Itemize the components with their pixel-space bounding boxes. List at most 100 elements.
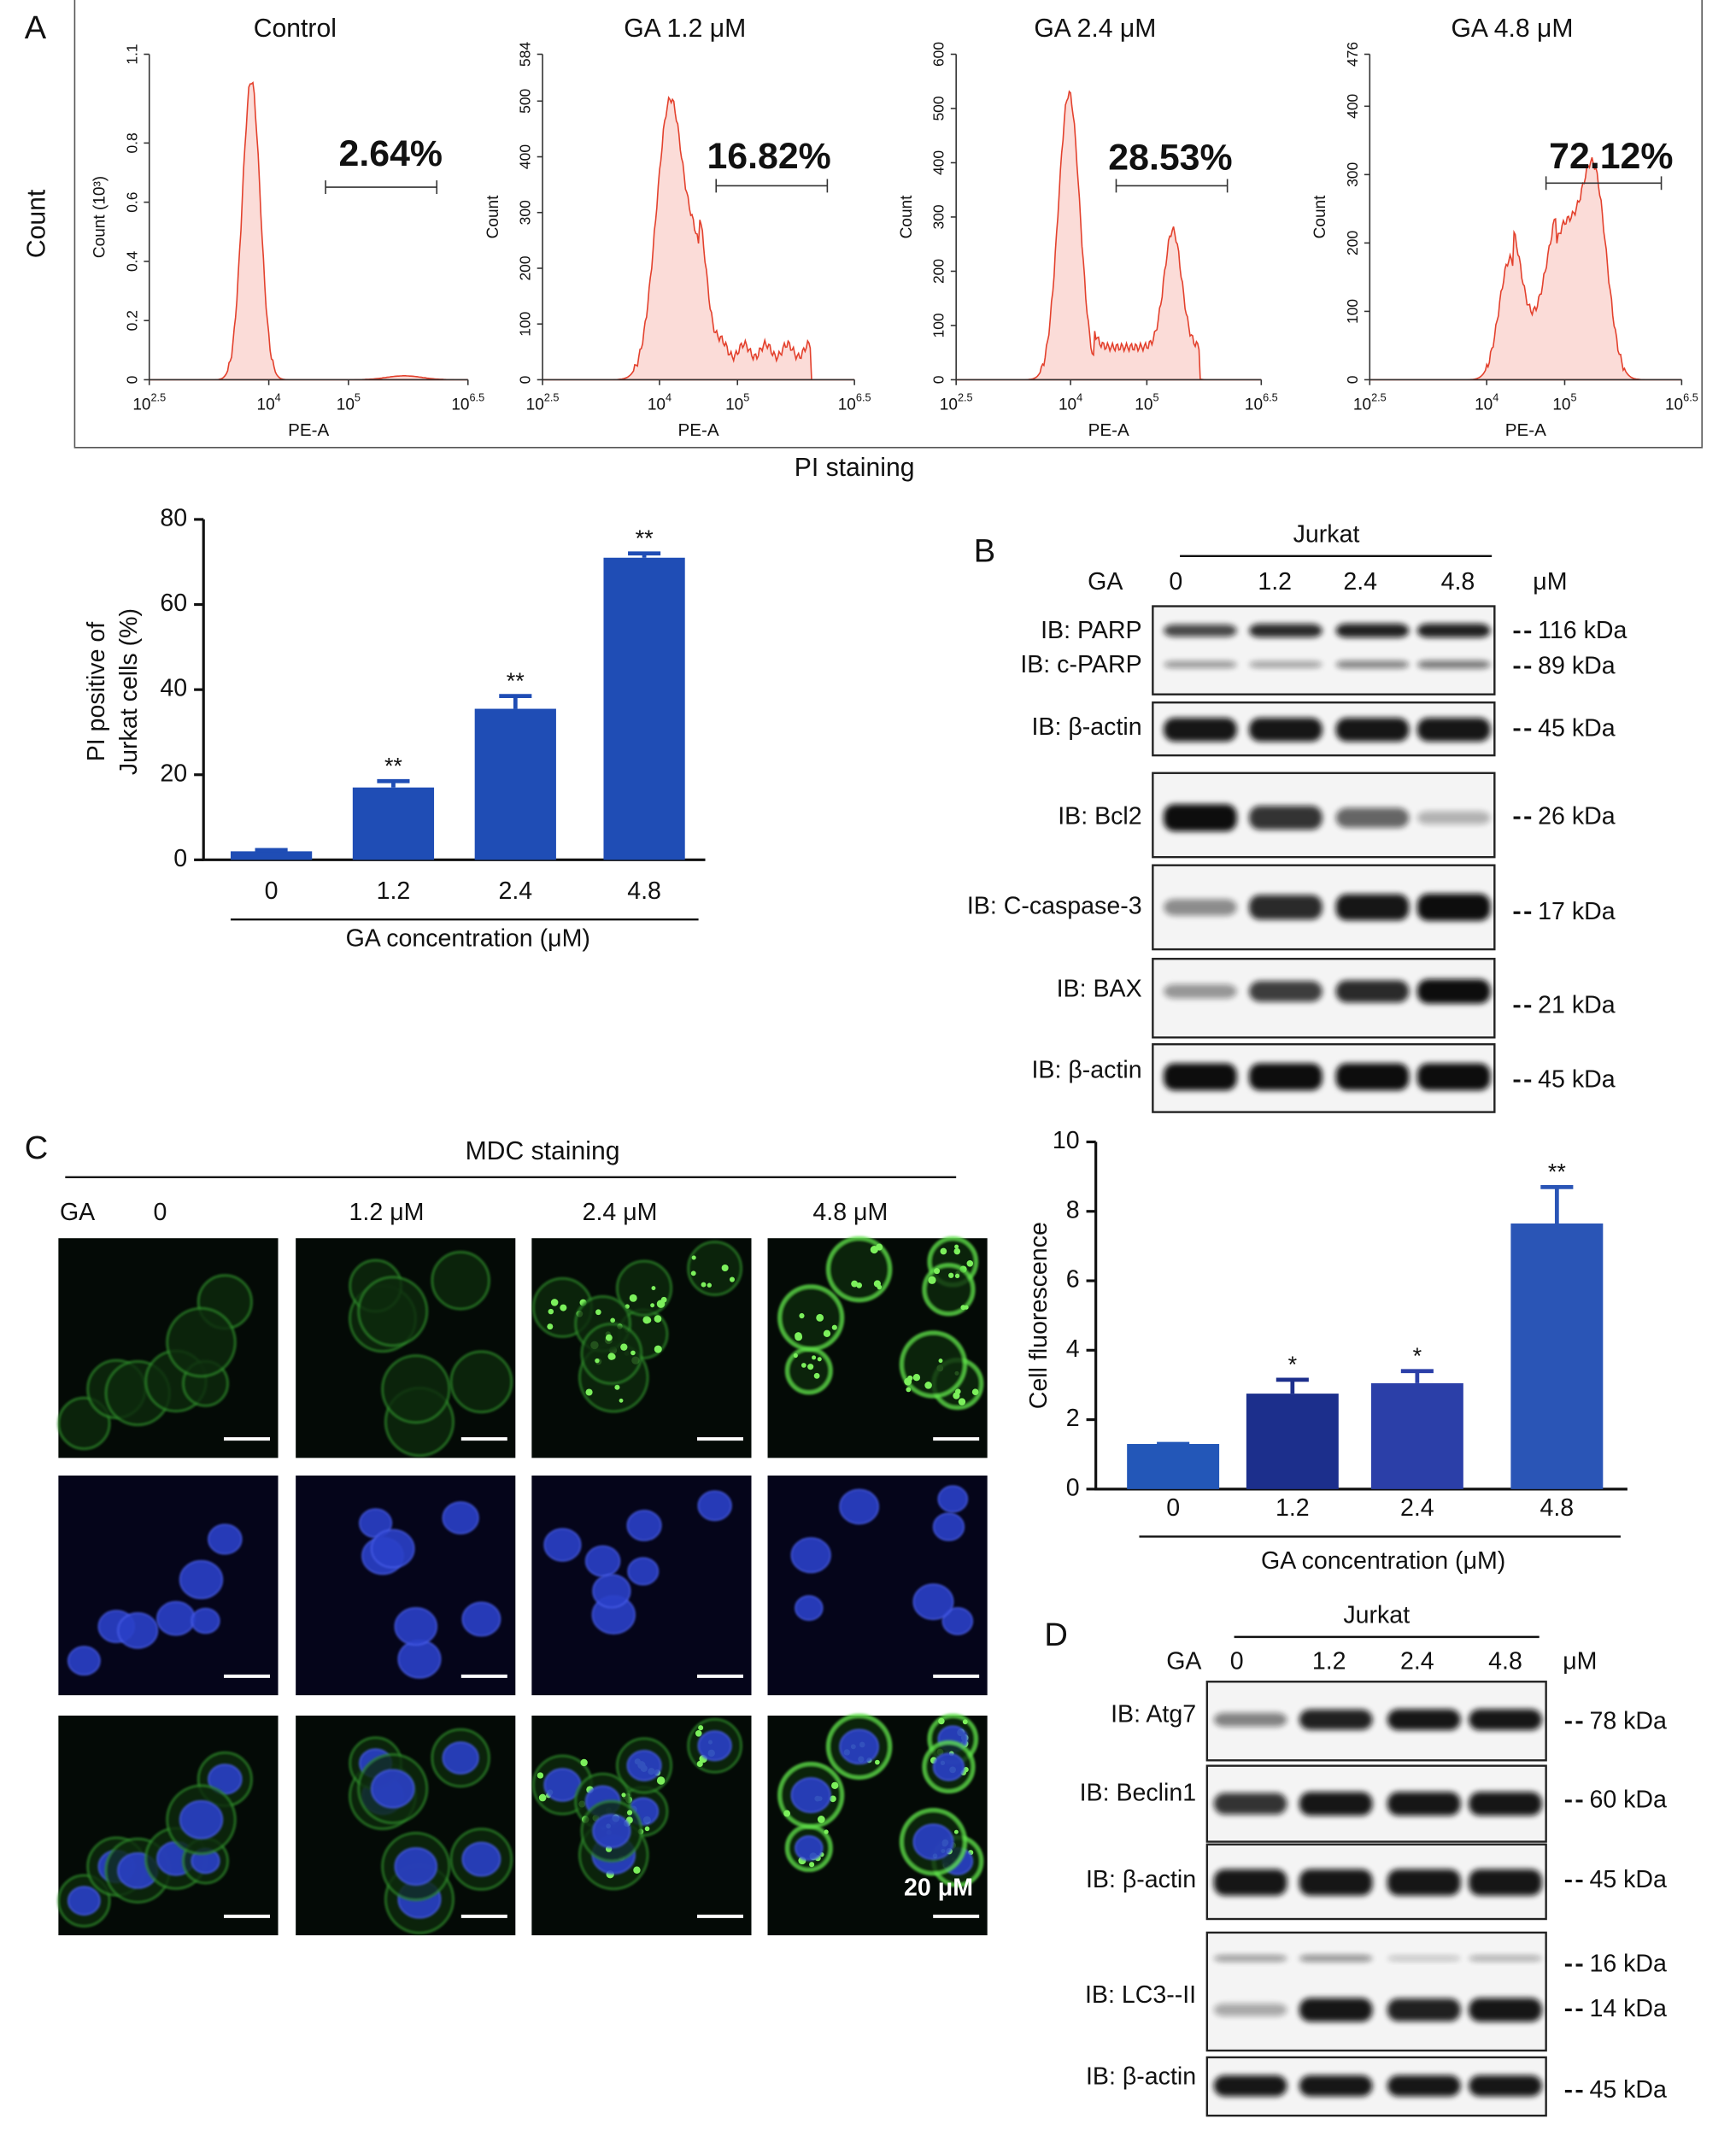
size-label: 45 kDa xyxy=(1538,1066,1616,1094)
vesicle xyxy=(707,1282,712,1288)
gate-bracket xyxy=(1545,176,1663,191)
nucleus xyxy=(117,1612,159,1649)
y-tick-label: 400 xyxy=(517,144,534,169)
vesicle xyxy=(817,1816,825,1823)
histogram-title: GA 1.2 μM xyxy=(624,15,746,43)
x-tick-exponent: 6.5 xyxy=(1263,392,1278,404)
vesicle xyxy=(816,1313,824,1322)
nucleus xyxy=(394,1607,437,1646)
blot-band xyxy=(1416,1063,1491,1091)
vesicle xyxy=(537,1772,544,1779)
x-tick-label: 0 xyxy=(265,877,279,905)
column-label: 2.4 μM xyxy=(583,1199,658,1226)
vesicle xyxy=(580,1758,588,1767)
blot-band xyxy=(1416,894,1491,921)
nucleus xyxy=(584,1545,621,1577)
cell-membrane xyxy=(777,1284,845,1352)
x-tick-label: 104 xyxy=(1059,392,1082,414)
x-tick-label: 106.5 xyxy=(1245,392,1278,414)
vesicle xyxy=(729,1276,736,1282)
bar xyxy=(1127,1444,1220,1489)
size-label: 16 kDa xyxy=(1589,1951,1667,1978)
x-tick-label: 1.2 xyxy=(1276,1494,1310,1522)
blot-band xyxy=(1335,1063,1410,1091)
blot-band xyxy=(1299,1998,1373,2022)
micrograph-cells xyxy=(777,1235,984,1411)
y-tick-label: 584 xyxy=(517,42,534,67)
nucleus xyxy=(442,1501,479,1535)
x-tick-label: 4.8 xyxy=(1540,1494,1574,1522)
vesicle xyxy=(614,1384,620,1390)
blot-band xyxy=(1249,1063,1323,1091)
y-tick-label: 100 xyxy=(1344,299,1361,324)
y-tick-label: 0 xyxy=(930,375,947,384)
blot-band xyxy=(1387,2074,1461,2097)
blot-label: IB: Beclin1 xyxy=(1080,1780,1197,1807)
x-tick-label: 102.5 xyxy=(940,392,973,414)
error-bar xyxy=(1400,1369,1434,1383)
y-tick-label: 300 xyxy=(1344,161,1361,186)
vesicle xyxy=(953,1247,961,1255)
blot-band xyxy=(1387,1998,1461,2022)
nucleus xyxy=(397,1640,442,1679)
gate-bracket xyxy=(715,179,829,193)
vesicle xyxy=(971,1388,979,1396)
dose-label: 1.2 xyxy=(1258,568,1292,596)
x-tick-label: 2.4 xyxy=(1400,1494,1434,1522)
micrograph-cells xyxy=(359,1501,501,1679)
blot-band xyxy=(1249,624,1323,638)
significance-label: ** xyxy=(1548,1159,1566,1185)
vesicle xyxy=(906,1387,912,1393)
significance-label: ** xyxy=(507,668,525,694)
nucleus xyxy=(937,1485,969,1513)
x-tick-label: 1.2 xyxy=(377,877,411,905)
x-tick-label: 105 xyxy=(725,392,749,414)
nucleus xyxy=(941,1607,974,1635)
y-tick-label: 0 xyxy=(517,375,534,384)
x-tick-base: 10 xyxy=(1135,396,1152,414)
y-tick-label: 2 xyxy=(1066,1405,1080,1432)
vesicle xyxy=(656,1776,666,1785)
gate-label: 72.12% xyxy=(1549,136,1673,177)
size-label: 26 kDa xyxy=(1538,803,1616,830)
cell-line: Jurkat xyxy=(1343,1602,1410,1629)
dose-label: 1.2 xyxy=(1312,1648,1346,1675)
x-tick-exponent: 2.5 xyxy=(150,392,166,404)
vesicle xyxy=(654,1345,662,1353)
scale-bar-label: 20 μM xyxy=(904,1875,973,1902)
dose-label: 4.8 xyxy=(1441,568,1475,596)
micrograph-cells xyxy=(349,1728,513,1934)
vesicle xyxy=(955,1388,961,1394)
vesicle xyxy=(650,1303,655,1308)
vesicle xyxy=(962,1719,968,1725)
vesicle xyxy=(651,1286,656,1291)
micrograph-cells xyxy=(349,1251,513,1458)
blot-band xyxy=(1469,1709,1542,1731)
blot-band xyxy=(1416,623,1491,638)
x-tick-base: 10 xyxy=(1353,396,1371,414)
y-tick-label: 500 xyxy=(517,88,534,113)
x-axis-label: PE-A xyxy=(288,420,329,440)
vesicle xyxy=(795,1333,803,1341)
micrograph-cells xyxy=(790,1485,974,1635)
size-label: 116 kDa xyxy=(1538,617,1627,644)
blot-band xyxy=(1469,1792,1542,1816)
x-tick-base: 10 xyxy=(132,396,150,414)
vesicle xyxy=(817,1357,822,1362)
nucleus xyxy=(912,1583,954,1621)
vesicle xyxy=(701,1282,707,1288)
blot-label: IB: β-actin xyxy=(1086,1866,1196,1893)
nucleus xyxy=(461,1841,501,1877)
size-label: 89 kDa xyxy=(1538,652,1616,679)
vesicle xyxy=(954,1244,959,1249)
nucleus xyxy=(697,1730,732,1762)
error-bar xyxy=(377,778,410,788)
micrograph-cells xyxy=(57,1751,253,1928)
size-label: 60 kDa xyxy=(1589,1786,1667,1813)
blot-label: IB: Bcl2 xyxy=(1058,803,1141,830)
blot-band xyxy=(1335,718,1410,742)
y-axis-label: Count xyxy=(484,195,502,238)
x-tick-exponent: 6.5 xyxy=(856,392,871,404)
y-tick-label: 0.6 xyxy=(123,192,140,213)
nucleus xyxy=(191,1607,220,1634)
